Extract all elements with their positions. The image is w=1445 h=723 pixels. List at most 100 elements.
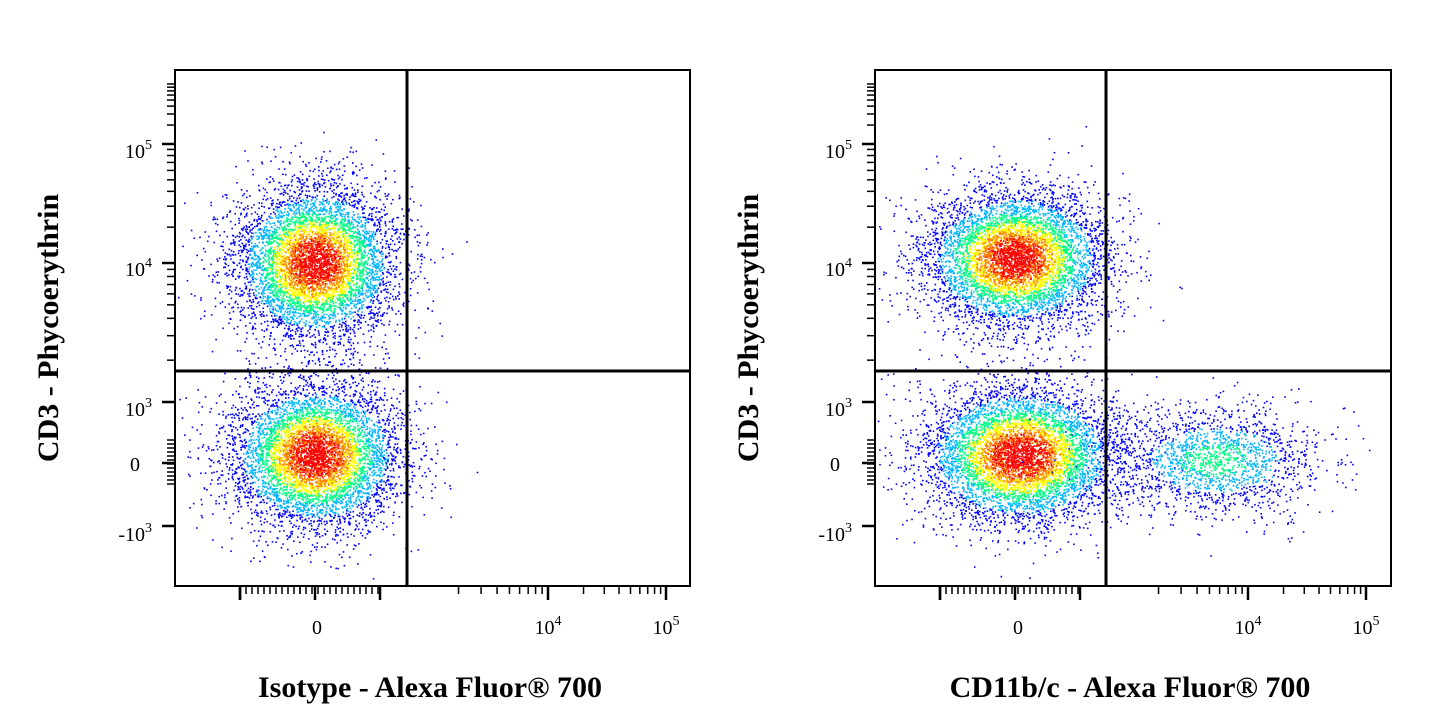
event-dot — [246, 262, 248, 264]
event-dot — [314, 275, 316, 277]
event-dot — [271, 203, 273, 205]
event-dot — [336, 169, 338, 171]
event-dot — [234, 302, 236, 304]
event-dot — [246, 276, 248, 278]
event-dot — [326, 328, 328, 330]
event-dot — [290, 300, 292, 302]
event-dot — [293, 338, 295, 340]
event-dot — [275, 156, 277, 158]
event-dot — [290, 152, 292, 154]
event-dot — [299, 274, 301, 276]
event-dot — [300, 299, 302, 301]
event-dot — [347, 273, 349, 275]
event-dot — [327, 287, 329, 289]
event-dot — [242, 269, 244, 271]
event-dot — [388, 247, 390, 249]
event-dot — [252, 169, 254, 171]
event-dot — [235, 236, 237, 238]
event-dot — [434, 262, 436, 264]
event-dot — [313, 186, 315, 188]
event-dot — [284, 314, 286, 316]
event-dot — [425, 332, 427, 334]
event-dot — [346, 279, 348, 281]
event-dot — [357, 352, 359, 354]
event-dot — [287, 293, 289, 295]
event-dot — [279, 291, 281, 293]
event-dot — [361, 257, 363, 259]
event-dot — [390, 281, 392, 283]
event-dot — [319, 288, 321, 290]
event-dot — [372, 276, 374, 278]
event-dot — [290, 345, 292, 347]
event-dot — [263, 336, 265, 338]
event-dot — [375, 291, 377, 293]
event-dot — [261, 229, 263, 231]
event-dot — [332, 292, 334, 294]
event-dot — [353, 294, 355, 296]
event-dot — [344, 267, 346, 269]
event-dot — [306, 264, 308, 266]
event-dot — [295, 245, 297, 247]
event-dot — [369, 207, 371, 209]
event-dot — [313, 183, 315, 185]
event-dot — [327, 202, 329, 204]
event-dot — [304, 244, 306, 246]
event-dot — [266, 229, 268, 231]
event-dot — [377, 263, 379, 265]
event-dot — [388, 307, 390, 309]
event-dot — [332, 218, 334, 220]
event-dot — [244, 277, 246, 279]
event-dot — [278, 295, 280, 297]
event-dot — [348, 349, 350, 351]
event-dot — [386, 276, 388, 278]
event-dot — [270, 176, 272, 178]
event-dot — [236, 206, 238, 208]
event-dot — [371, 185, 373, 187]
event-dot — [296, 200, 298, 202]
event-dot — [366, 201, 368, 203]
event-dot — [317, 251, 319, 253]
event-dot — [315, 363, 317, 365]
event-dot — [255, 328, 257, 330]
event-dot — [277, 208, 279, 210]
event-dot — [277, 226, 279, 228]
event-dot — [421, 256, 423, 258]
event-dot — [262, 241, 264, 243]
event-dot — [323, 239, 325, 241]
event-dot — [267, 301, 269, 303]
event-dot — [382, 247, 384, 249]
event-dot — [280, 215, 282, 217]
event-dot — [266, 285, 268, 287]
event-dot — [335, 265, 337, 267]
event-dot — [377, 345, 379, 347]
event-dot — [384, 298, 386, 300]
event-dot — [267, 320, 269, 322]
event-dot — [340, 336, 342, 338]
event-dot — [296, 205, 298, 207]
event-dot — [241, 213, 243, 215]
event-dot — [316, 241, 318, 243]
event-dot — [342, 174, 344, 176]
event-dot — [307, 204, 309, 206]
event-dot — [237, 235, 239, 237]
event-dot — [296, 198, 298, 200]
event-dot — [410, 251, 412, 253]
event-dot — [229, 312, 231, 314]
event-dot — [305, 164, 307, 166]
event-dot — [213, 217, 215, 219]
event-dot — [272, 263, 274, 265]
event-dot — [397, 324, 399, 326]
event-dot — [235, 224, 237, 226]
event-dot — [302, 174, 304, 176]
event-dot — [239, 220, 241, 222]
event-dot — [262, 238, 264, 240]
event-dot — [270, 264, 272, 266]
event-dot — [268, 273, 270, 275]
event-dot — [328, 203, 330, 205]
event-dot — [239, 232, 241, 234]
event-dot — [364, 315, 366, 317]
event-dot — [212, 279, 214, 281]
event-dot — [351, 228, 353, 230]
event-dot — [327, 229, 329, 231]
event-dot — [333, 333, 335, 335]
